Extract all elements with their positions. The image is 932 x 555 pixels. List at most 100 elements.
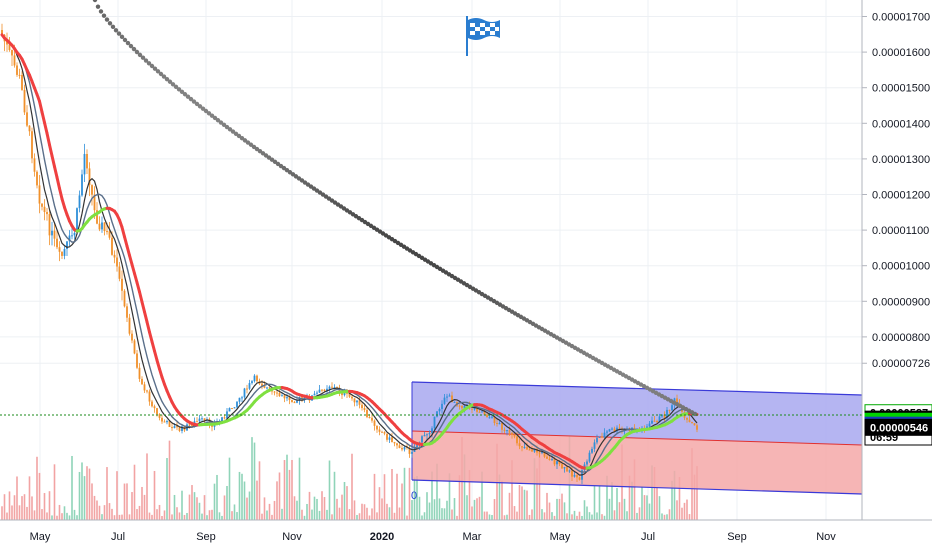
volume-bar xyxy=(596,512,598,520)
candle-body xyxy=(226,411,228,418)
volume-bar xyxy=(241,474,243,520)
ma-slow-segment xyxy=(140,292,143,302)
volume-bar xyxy=(519,485,521,520)
y-tick-label: 0.00001300 xyxy=(872,154,930,166)
candle-body xyxy=(671,405,673,410)
candle-body xyxy=(114,255,116,258)
volume-bar xyxy=(11,505,13,520)
volume-bar xyxy=(261,514,263,520)
volume-bar xyxy=(561,494,563,520)
volume-bar xyxy=(359,513,361,520)
candle-body xyxy=(269,387,271,388)
volume-bar xyxy=(514,506,516,520)
candle-body xyxy=(144,384,146,390)
volume-bar xyxy=(619,502,621,520)
x-tick-label: Jul xyxy=(111,531,125,543)
candle-body xyxy=(601,437,603,438)
candle-body xyxy=(246,389,248,390)
volume-bar xyxy=(164,510,166,520)
volume-bar xyxy=(224,495,226,520)
volume-bar xyxy=(299,458,301,520)
long-ma-dot xyxy=(108,21,112,25)
volume-bar xyxy=(599,485,601,520)
volume-bar xyxy=(396,474,398,520)
ma-slow-segment xyxy=(45,123,48,134)
candle-body xyxy=(179,427,181,431)
candle-body xyxy=(84,154,86,174)
volume-bar xyxy=(441,508,443,520)
candle-body xyxy=(239,398,241,402)
volume-bar xyxy=(119,515,121,520)
candle-body xyxy=(79,195,81,208)
volume-bar xyxy=(616,488,618,520)
candle-body xyxy=(586,462,588,465)
volume-bar xyxy=(204,495,206,520)
candle-body xyxy=(686,418,688,420)
volume-bar xyxy=(564,502,566,520)
volume-bar xyxy=(556,499,558,520)
candle-body xyxy=(649,424,651,427)
volume-bar xyxy=(156,509,158,520)
candle-body xyxy=(526,447,528,449)
volume-bar xyxy=(254,443,256,520)
volume-bar xyxy=(34,510,36,520)
long-ma-dot xyxy=(96,4,100,8)
volume-bar xyxy=(141,487,143,520)
volume-bar xyxy=(199,503,201,520)
candle-body xyxy=(139,368,141,379)
volume-bar xyxy=(644,495,646,520)
volume-bar xyxy=(96,500,98,520)
candle-body xyxy=(551,459,553,460)
candle-body xyxy=(221,417,223,421)
candle-body xyxy=(606,432,608,433)
volume-bar xyxy=(231,511,233,520)
volume-bar xyxy=(44,493,46,520)
candle-body xyxy=(504,430,506,431)
volume-bar xyxy=(209,510,211,520)
regression-channel xyxy=(412,382,862,494)
volume-bar xyxy=(364,504,366,520)
volume-bar xyxy=(151,515,153,520)
price-badges: 0.0000058706:590.000005690.000005630.000… xyxy=(865,405,932,445)
volume-bar xyxy=(196,497,198,520)
volume-bar xyxy=(529,515,531,520)
candle-body xyxy=(19,75,21,76)
volume-bar xyxy=(59,505,61,520)
candle-body xyxy=(146,390,148,391)
volume-bar xyxy=(329,461,331,520)
volume-bar xyxy=(284,460,286,520)
candle-body xyxy=(416,445,418,447)
volume-bar xyxy=(356,515,358,520)
ma-slow-segment xyxy=(42,112,45,123)
volume-bar xyxy=(669,509,671,520)
y-tick-label: 0.00000900 xyxy=(872,296,930,308)
candle-body xyxy=(196,421,198,422)
volume-bar xyxy=(294,496,296,520)
candle-body xyxy=(421,436,423,442)
candle-body xyxy=(516,437,518,444)
candle-body xyxy=(471,409,473,410)
volume-bar xyxy=(39,473,41,520)
candle-body xyxy=(461,406,463,409)
candle-body xyxy=(399,445,401,448)
volume-bar xyxy=(266,511,268,520)
volume-bar xyxy=(159,505,161,520)
volume-bar xyxy=(641,486,643,520)
volume-bar xyxy=(474,500,476,520)
volume-bar xyxy=(306,504,308,520)
candle-body xyxy=(201,418,203,419)
candle-body xyxy=(26,112,28,125)
candle-body xyxy=(654,421,656,422)
volume-bar xyxy=(334,472,336,520)
candle-body xyxy=(546,457,548,459)
volume-bar xyxy=(584,500,586,520)
candle-body xyxy=(441,404,443,409)
candle-body xyxy=(11,50,13,55)
volume-bar xyxy=(611,482,613,520)
y-tick-label: 0.00001500 xyxy=(872,83,930,95)
volume-bar xyxy=(236,512,238,520)
volume-bar xyxy=(94,496,96,520)
candle-body xyxy=(199,419,201,422)
volume-bar xyxy=(394,513,396,520)
